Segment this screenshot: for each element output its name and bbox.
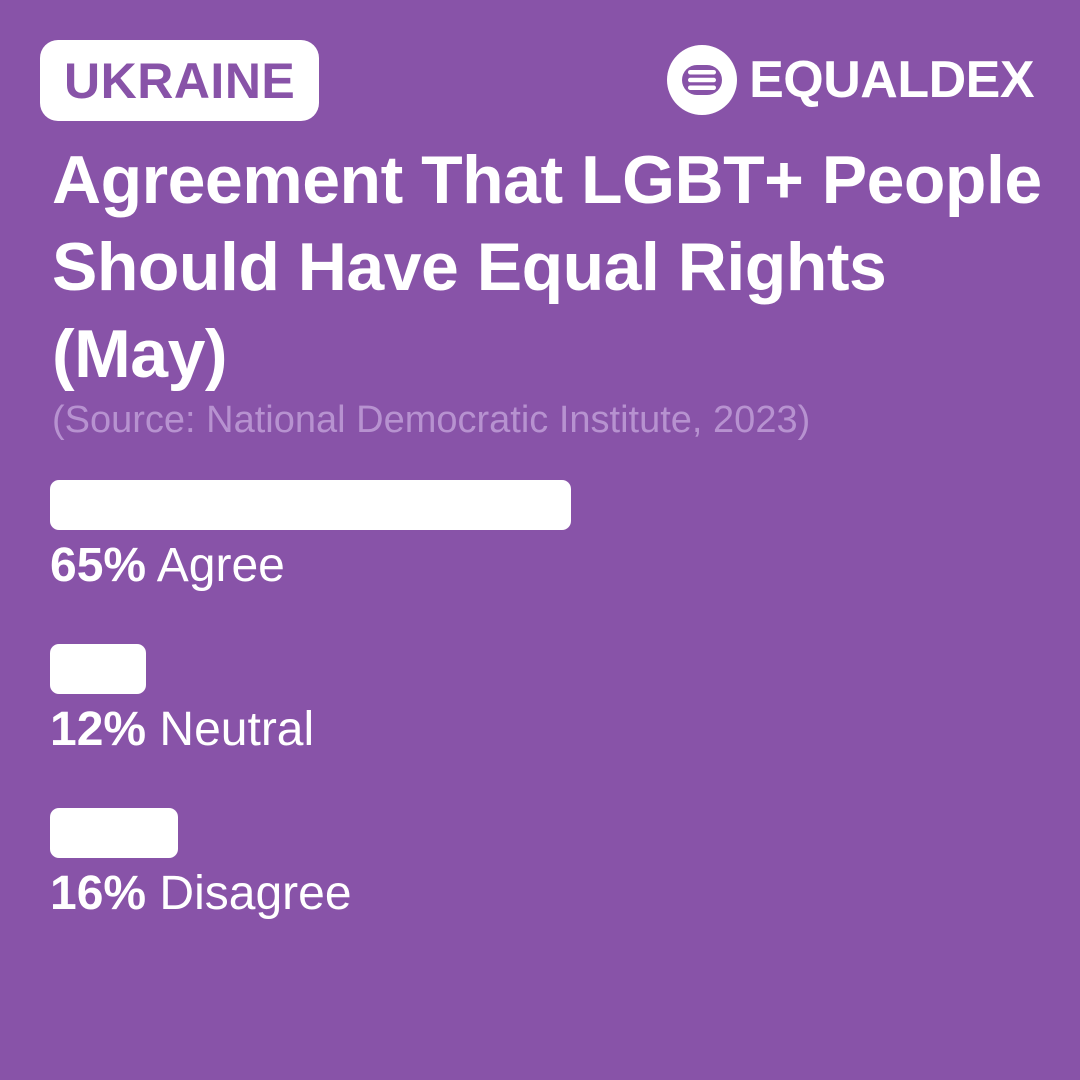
bar-value-label: 12%: [50, 703, 147, 756]
bar-category-label: Agree: [156, 539, 285, 592]
bar-category-label: Neutral: [159, 703, 315, 756]
bar-neutral: [50, 644, 146, 694]
bar-category-label: Disagree: [159, 867, 352, 920]
equaldex-logo-icon: [667, 45, 738, 115]
bar-chart: 65% Agree 12% Neutral 16% Disagree: [50, 480, 1030, 972]
bar-item-agree: 65% Agree: [50, 480, 1030, 644]
bar-value-label: 16%: [50, 867, 147, 920]
bar-label: 16% Disagree: [50, 864, 352, 924]
bar-item-neutral: 12% Neutral: [50, 644, 1030, 808]
chart-source: (Source: National Democratic Institute, …: [52, 399, 811, 441]
brand: EQUALDEX: [667, 44, 1034, 116]
brand-name: EQUALDEX: [749, 51, 1034, 109]
bar-disagree: [50, 808, 178, 858]
chart-title: Agreement That LGBT+ People Should Have …: [52, 142, 1042, 392]
bar-value-label: 65%: [50, 539, 147, 592]
bar-item-disagree: 16% Disagree: [50, 808, 1030, 972]
country-badge: UKRAINE: [40, 40, 320, 121]
country-name: UKRAINE: [64, 52, 296, 109]
bar-label: 65% Agree: [50, 536, 285, 596]
bar-label: 12% Neutral: [50, 700, 314, 760]
bar-agree: [50, 480, 571, 530]
